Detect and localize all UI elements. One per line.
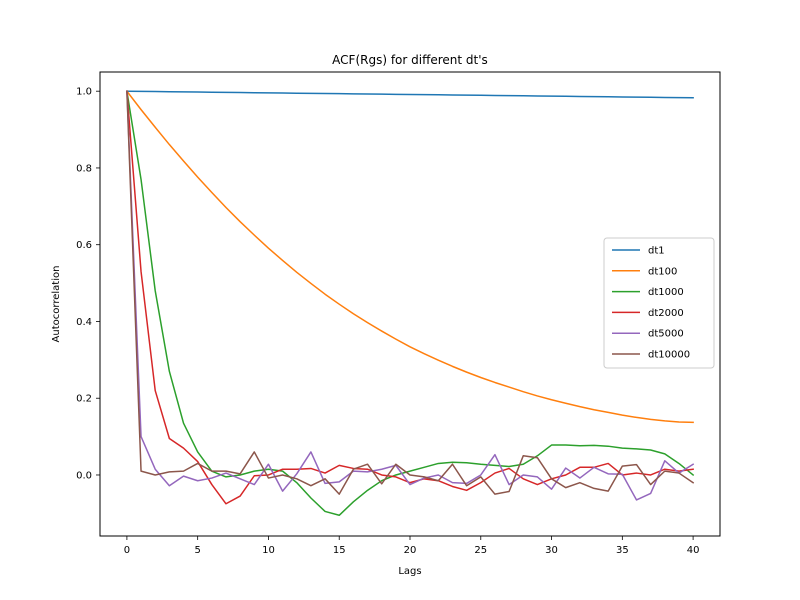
y-axis-ticks: 0.0 0.2 0.4 0.6 0.8 1.0	[76, 87, 100, 481]
y-tick-label: 0.6	[76, 240, 92, 251]
y-tick-label: 0.2	[76, 394, 92, 405]
legend-label-dt1000: dt1000	[648, 287, 684, 298]
series-line-dt10000	[126, 90, 695, 495]
y-tick-label: 0.4	[76, 317, 92, 328]
series-line-dt1	[126, 90, 694, 99]
x-tick-label: 0	[124, 545, 130, 556]
legend-label-dt5000: dt5000	[648, 329, 684, 340]
x-axis-ticks: 0 5 10 15 20 25 30 35 40	[124, 536, 700, 556]
plot-lines	[125, 90, 695, 517]
legend-box	[603, 237, 715, 369]
x-tick-label: 40	[687, 545, 700, 556]
legend-label-dt1: dt1	[648, 246, 665, 257]
x-tick-label: 25	[474, 545, 487, 556]
series-line-dt100	[125, 90, 694, 424]
x-tick-label: 30	[545, 545, 558, 556]
x-tick-label: 20	[404, 545, 417, 556]
chart-title: ACF(Rgs) for different dt's	[332, 53, 488, 67]
x-tick-label: 35	[616, 545, 629, 556]
x-tick-label: 5	[194, 545, 200, 556]
y-tick-label: 0.8	[76, 163, 92, 174]
y-axis-label: Autocorrelation	[51, 266, 62, 343]
x-tick-label: 15	[333, 545, 346, 556]
series-line-dt5000	[126, 90, 695, 501]
y-tick-label: 1.0	[76, 87, 92, 98]
y-tick-label: 0.0	[76, 470, 92, 481]
x-tick-label: 10	[262, 545, 275, 556]
series-line-dt2000	[126, 90, 694, 505]
legend-label-dt2000: dt2000	[648, 308, 684, 319]
legend-label-dt10000: dt10000	[648, 350, 690, 361]
legend-label-dt100: dt100	[648, 266, 677, 277]
legend: dt1 dt100 dt1000 dt2000 dt5000 dt10000	[603, 237, 715, 369]
x-axis-label: Lags	[398, 566, 421, 577]
